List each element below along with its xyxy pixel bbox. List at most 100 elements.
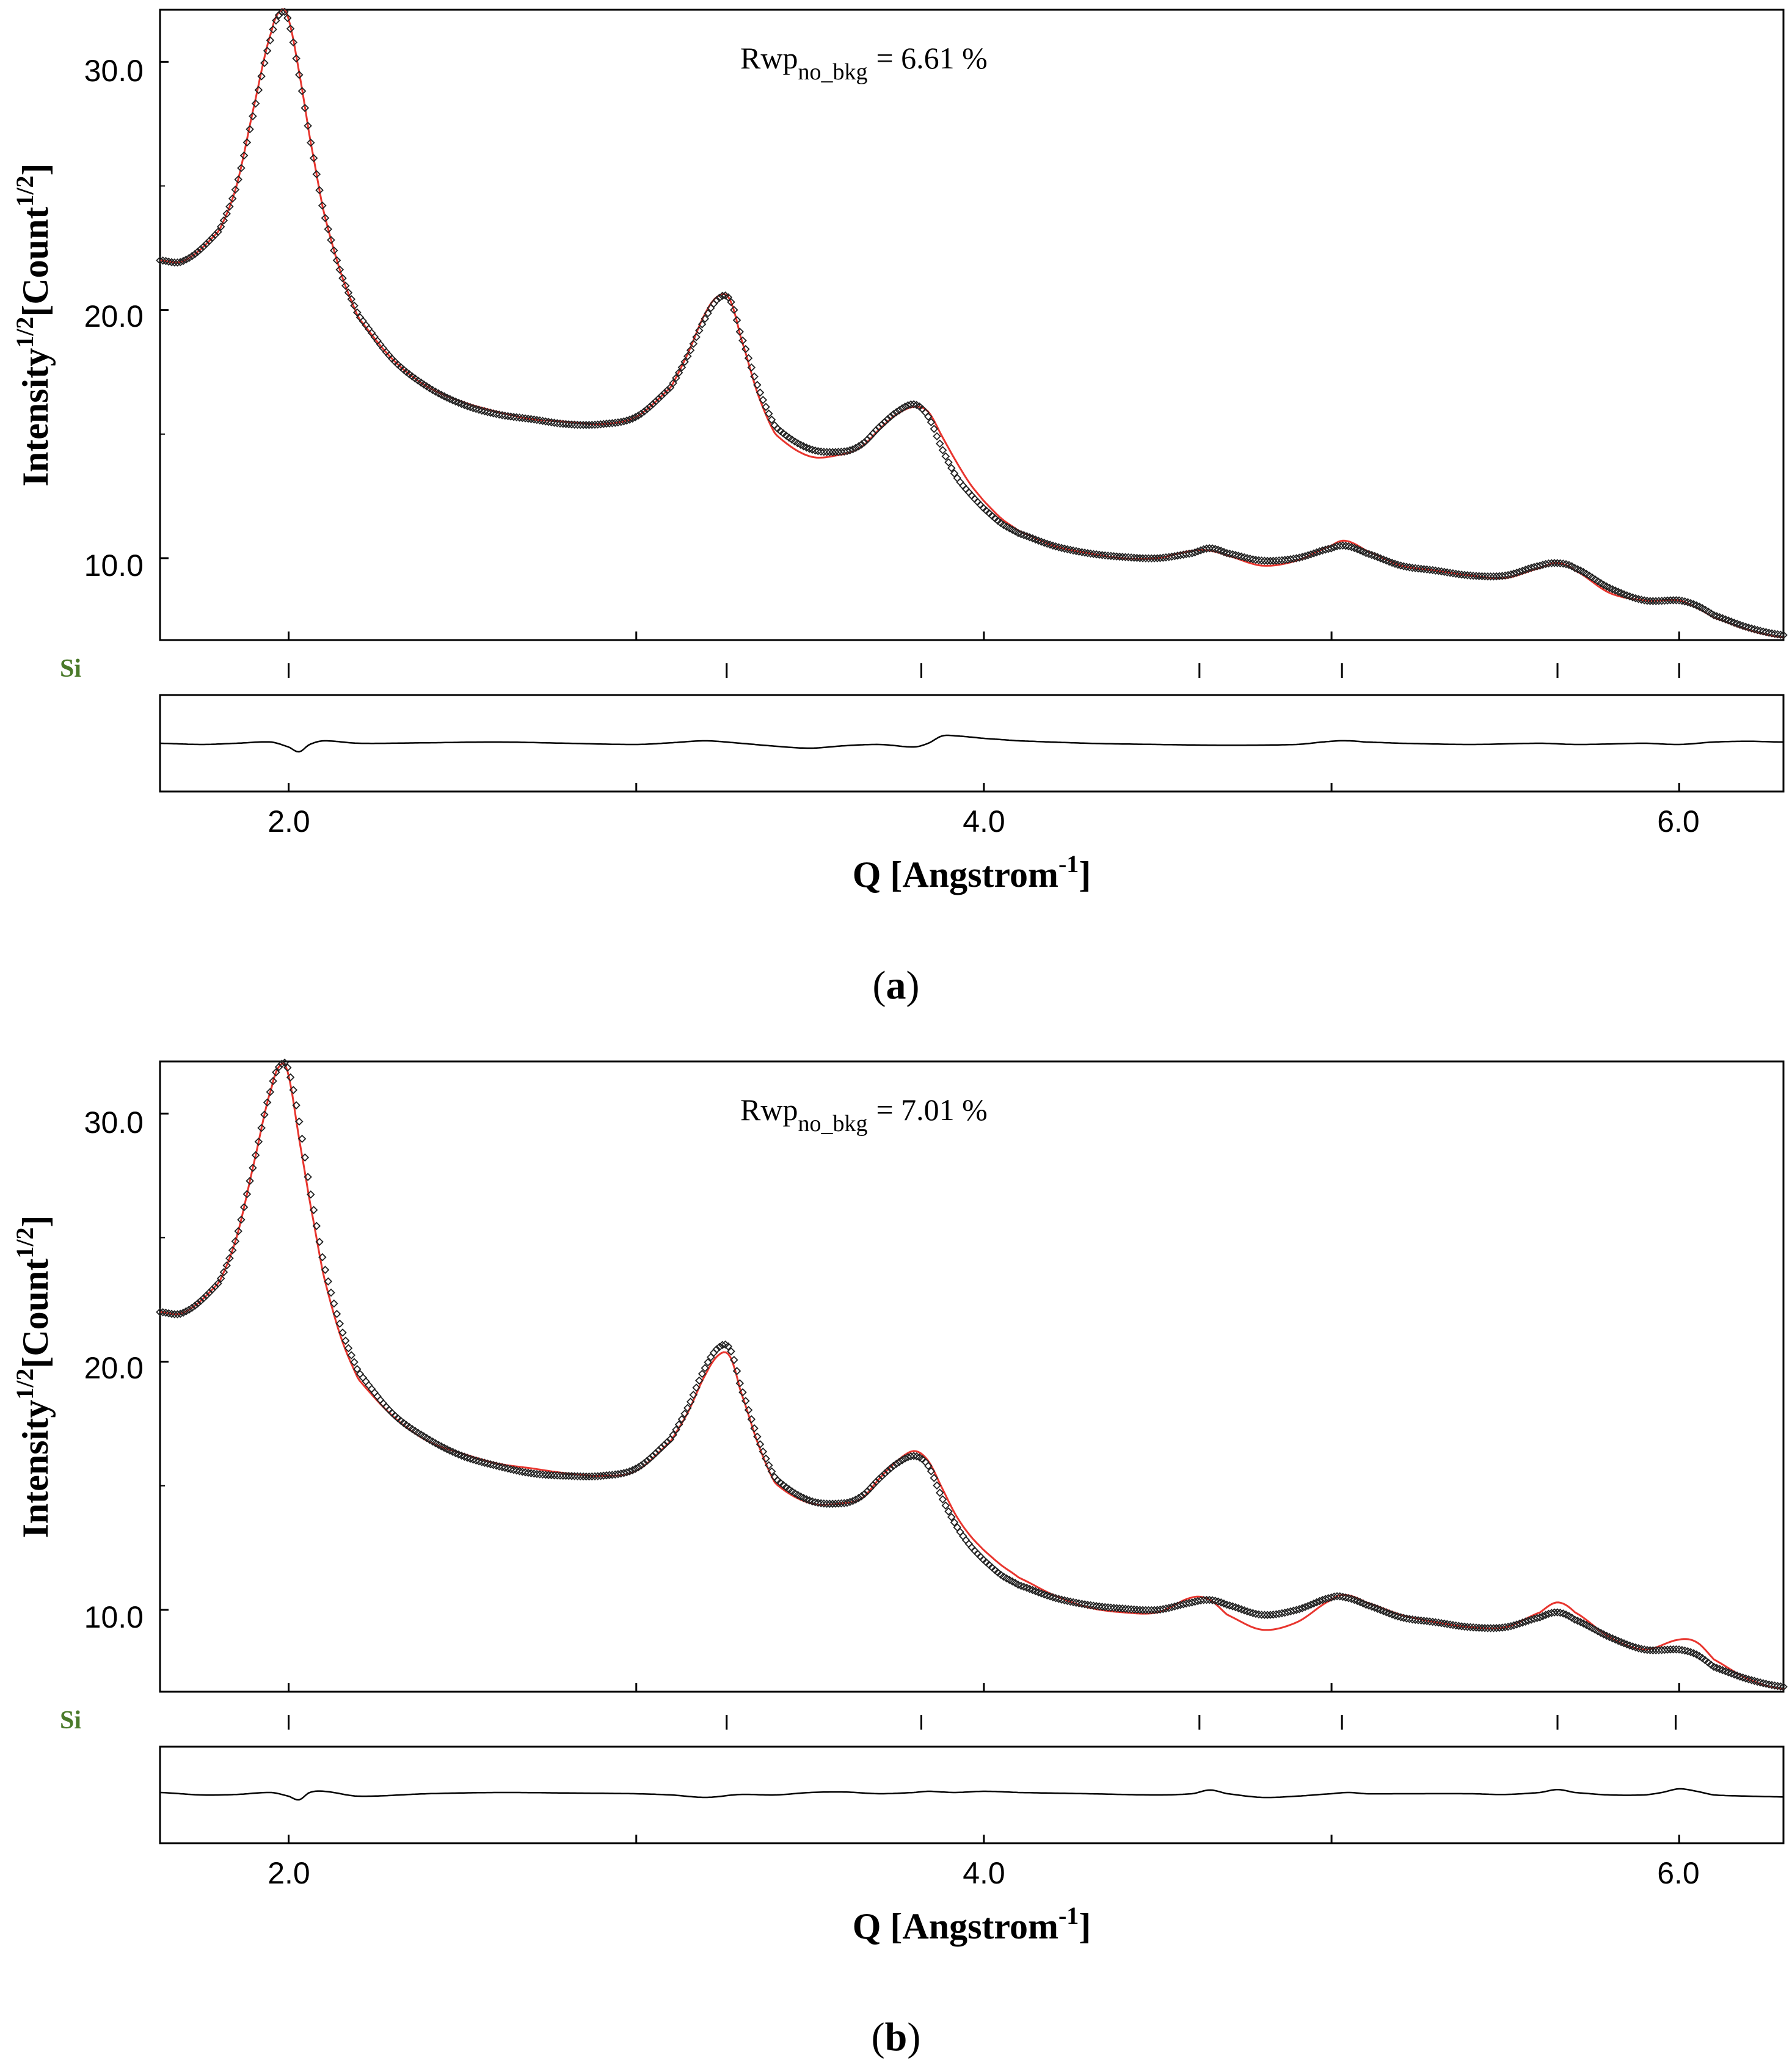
observed-point <box>1049 541 1057 550</box>
observed-point <box>1333 1592 1341 1601</box>
observed-point <box>1666 596 1675 605</box>
observed-point <box>1118 1604 1127 1613</box>
observed-point <box>156 1308 164 1317</box>
observed-point <box>1408 563 1417 572</box>
observed-point <box>933 1481 941 1490</box>
observed-point <box>950 1518 959 1527</box>
observed-point <box>1451 569 1460 578</box>
observed-point <box>831 1499 840 1508</box>
observed-point <box>503 1464 512 1473</box>
observed-point <box>1063 545 1072 554</box>
observed-point <box>1553 559 1562 567</box>
observed-point <box>1313 548 1321 557</box>
observed-point <box>1057 544 1066 552</box>
observed-point <box>1147 1606 1156 1615</box>
observed-point <box>1422 1617 1431 1626</box>
observed-point <box>831 448 840 456</box>
observed-point <box>1301 551 1309 561</box>
observed-point <box>753 380 762 390</box>
observed-point <box>1255 1610 1263 1619</box>
observed-point <box>541 417 550 426</box>
observed-point <box>1135 554 1145 562</box>
observed-point <box>1765 1680 1774 1689</box>
observed-point <box>219 1268 228 1276</box>
observed-point <box>483 1459 492 1468</box>
observed-point <box>260 1110 269 1119</box>
observed-point <box>820 448 828 456</box>
observed-point <box>936 1488 944 1497</box>
observed-point <box>1336 541 1344 550</box>
observed-point <box>851 1495 860 1504</box>
observed-point <box>1344 542 1353 551</box>
observed-point <box>1138 554 1147 562</box>
observed-point <box>1402 1614 1411 1623</box>
observed-point <box>892 1460 901 1468</box>
observed-point <box>1518 566 1527 575</box>
observed-point <box>1474 1623 1484 1632</box>
observed-point <box>834 1499 843 1508</box>
observed-point <box>756 388 765 397</box>
observed-point <box>585 1472 594 1481</box>
observed-point <box>228 1246 237 1254</box>
observed-point <box>1063 1596 1072 1606</box>
observed-point <box>747 363 756 372</box>
observed-point <box>1416 564 1426 573</box>
observed-point <box>944 458 953 467</box>
observed-point <box>732 1367 741 1375</box>
observed-point <box>1202 544 1211 553</box>
observed-point <box>732 316 741 324</box>
observed-point <box>1228 550 1237 559</box>
observed-point <box>1405 563 1414 572</box>
observed-point <box>573 420 582 429</box>
observed-point <box>524 1468 533 1477</box>
observed-point <box>1306 550 1316 559</box>
observed-point <box>810 1498 820 1507</box>
observed-point <box>1231 551 1240 559</box>
observed-point <box>193 1299 202 1308</box>
difference-curve-line <box>159 734 1784 753</box>
observed-point <box>1657 597 1666 605</box>
observed-point <box>1443 568 1452 577</box>
calculated-profile-line <box>159 1062 1784 1691</box>
observed-point <box>219 216 228 225</box>
observed-point <box>353 308 362 317</box>
observed-point <box>822 448 831 456</box>
observed-point <box>1080 1600 1089 1609</box>
observed-point <box>1761 628 1771 636</box>
observed-point <box>1486 572 1495 581</box>
observed-point <box>1072 547 1080 556</box>
observed-point <box>854 1494 863 1502</box>
observed-point <box>518 1468 527 1476</box>
observed-point <box>544 417 553 426</box>
observed-point <box>251 99 260 108</box>
observed-point <box>472 1456 481 1465</box>
observed-point <box>730 1356 738 1364</box>
observed-point <box>759 396 768 404</box>
observed-point <box>765 1461 773 1469</box>
observed-point <box>1135 1606 1145 1614</box>
observed-point <box>845 446 854 455</box>
observed-point <box>1678 1645 1686 1654</box>
observed-point <box>1399 562 1408 570</box>
observed-point <box>872 1477 881 1487</box>
observed-point <box>289 38 298 47</box>
observed-point <box>216 222 225 231</box>
observed-point <box>1484 572 1492 581</box>
calculated-profile-line <box>159 8 1784 639</box>
observed-point <box>225 1254 234 1262</box>
observed-point <box>886 1464 895 1472</box>
observed-point <box>747 1415 756 1424</box>
observed-point <box>181 255 191 264</box>
observed-point <box>1118 553 1127 561</box>
observed-point <box>202 239 211 249</box>
observed-point <box>1306 1600 1316 1609</box>
observed-point <box>1336 1592 1344 1601</box>
observed-point <box>521 1468 530 1477</box>
observed-point <box>341 1336 350 1345</box>
observed-point <box>941 452 950 460</box>
observed-point <box>956 478 964 487</box>
observed-point <box>1127 1605 1135 1614</box>
observed-point <box>1248 555 1258 564</box>
observed-point <box>672 1425 680 1434</box>
observed-point <box>1301 1603 1309 1612</box>
